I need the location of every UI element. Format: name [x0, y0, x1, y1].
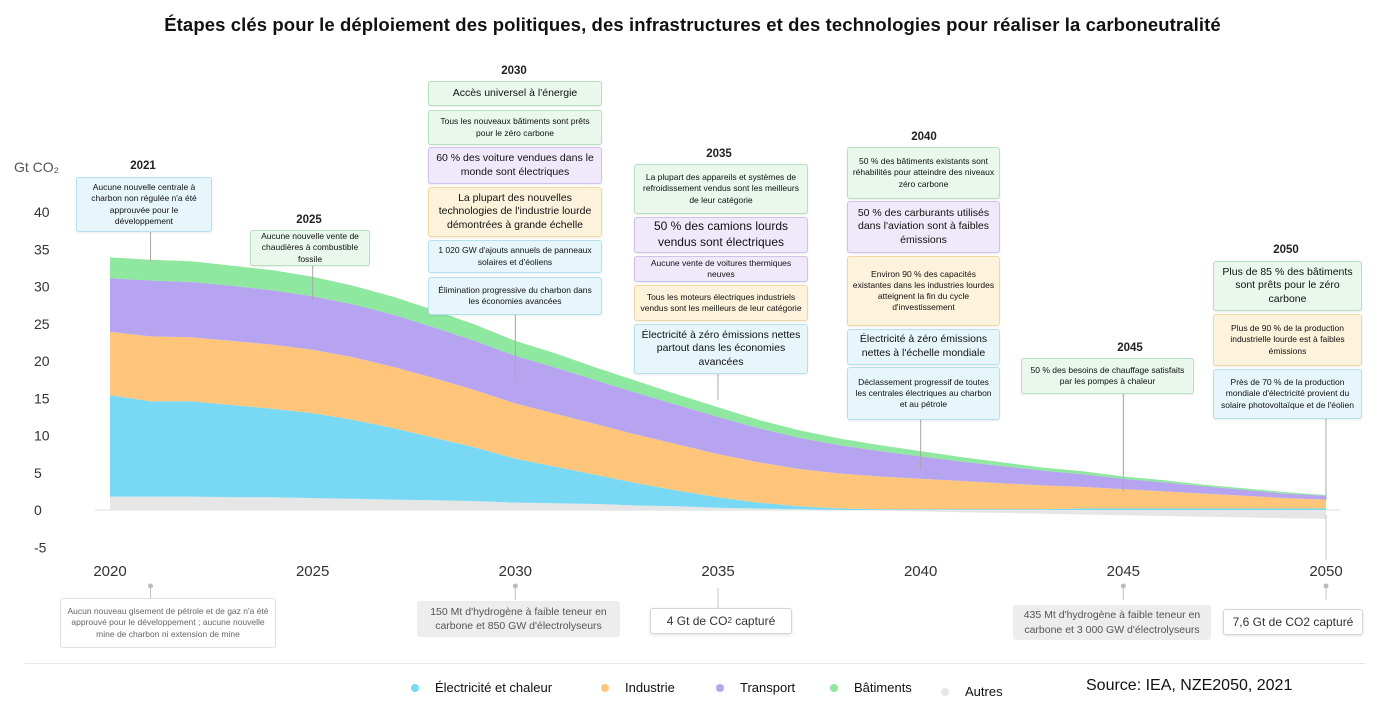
bottom-note-2035-suffix: capturé [731, 613, 776, 628]
bottom-marker-2045 [1120, 583, 1126, 589]
legend-dot-buildings [830, 683, 838, 692]
year-heading-2045: 2045 [1117, 342, 1143, 354]
legend-item-buildings: Bâtiments [830, 680, 912, 695]
milestone-2030-4: La plupart des nouvelles technologies de… [428, 187, 602, 237]
legend-dot-transport [716, 683, 724, 692]
legend-dot-industry [601, 683, 609, 692]
y-tick-label: 40 [34, 204, 50, 220]
year-heading-2021: 2021 [130, 160, 156, 172]
milestone-2035-3: Aucune vente de voitures thermiques neuv… [634, 256, 808, 282]
x-tick-label: 2050 [1309, 563, 1342, 580]
year-heading-2030: 2030 [501, 65, 527, 77]
legend-item-electricity: Électricité et chaleur [411, 680, 552, 695]
bottom-marker-2030 [512, 583, 518, 589]
area-industry [110, 331, 1326, 510]
milestone-2030-6: Élimination progressive du charbon dans … [428, 277, 602, 315]
bottom-note-2035-sub: 2 [727, 615, 732, 625]
area-other [110, 496, 1326, 519]
y-tick-label: 30 [34, 279, 50, 295]
legend-label-buildings: Bâtiments [854, 680, 912, 695]
x-tick-label: 2045 [1107, 563, 1140, 580]
y-tick-label: 0 [34, 502, 42, 518]
milestone-2025-1: Aucune nouvelle vente de chaudières à co… [250, 230, 370, 266]
bottom-note-2035: 4 Gt de CO 2 capturé [650, 608, 792, 634]
y-tick-label: 25 [34, 316, 50, 332]
milestone-2050-2: Plus de 90 % de la production industriel… [1213, 314, 1362, 366]
bottom-note-2035-prefix: 4 Gt de CO [666, 613, 728, 628]
x-tick-label: 2040 [904, 563, 937, 580]
milestone-2030-1: Accès universel à l'énergie [428, 81, 602, 106]
legend-item-other: Autres [941, 684, 1003, 699]
legend-item-transport: Transport [716, 680, 795, 695]
legend-label-other: Autres [965, 684, 1003, 699]
y-axis-label: Gt CO₂ [14, 159, 59, 175]
milestone-2040-4: Électricité à zéro émissions nettes à l'… [847, 329, 1000, 365]
milestone-2040-5: Déclassement progressif de toutes les ce… [847, 367, 1000, 420]
milestone-2030-3: 60 % des voiture vendues dans le monde s… [428, 147, 602, 184]
milestone-2030-2: Tous les nouveaux bâtiments sont prêts p… [428, 110, 602, 145]
milestone-2035-4: Tous les moteurs électriques industriels… [634, 285, 808, 321]
milestone-2021-1: Aucune nouvelle centrale à charbon non r… [76, 177, 212, 232]
bottom-note-2045: 435 Mt d'hydrogène à faible teneur en ca… [1013, 605, 1211, 640]
area-buildings [110, 257, 1326, 496]
bottom-note-2050: 7,6 Gt de CO2 capturé [1223, 609, 1363, 635]
year-heading-2040: 2040 [911, 131, 937, 143]
legend-item-industry: Industrie [601, 680, 675, 695]
year-heading-2035: 2035 [706, 148, 732, 160]
legend-label-transport: Transport [740, 680, 796, 695]
milestone-2045-1: 50 % des besoins de chauffage satisfaits… [1021, 358, 1194, 394]
bottom-note-2021: Aucun nouveau gisement de pétrole et de … [60, 598, 276, 648]
chart-title: Étapes clés pour le déploiement des poli… [164, 14, 1221, 35]
y-tick-label: 35 [34, 241, 50, 257]
x-tick-label: 2030 [499, 563, 532, 580]
bottom-marker-2021 [148, 583, 154, 589]
chart-legend: Électricité et chaleur Industrie Transpo… [405, 680, 1045, 704]
legend-dot-electricity [411, 683, 419, 692]
legend-divider [25, 663, 1365, 664]
milestone-2035-5: Électricité à zéro émissions nettes part… [634, 324, 808, 374]
milestone-2040-2: 50 % des carburants utilisés dans l'avia… [847, 201, 1000, 253]
year-heading-2050: 2050 [1273, 244, 1299, 256]
y-tick-label: 20 [34, 353, 50, 369]
y-tick-label: 10 [34, 428, 50, 444]
y-tick-label: 15 [34, 390, 50, 406]
source-note: Source: IEA, NZE2050, 2021 [1086, 677, 1293, 694]
area-transport [110, 278, 1326, 500]
legend-label-industry: Industrie [625, 680, 675, 695]
milestone-2030-5: 1 020 GW d'ajouts annuels de panneaux so… [428, 240, 602, 273]
milestone-2035-2: 50 % des camions lourds vendus sont élec… [634, 217, 808, 253]
bottom-marker-2050 [1323, 583, 1329, 589]
legend-dot-other [941, 687, 949, 696]
legend-label-electricity: Électricité et chaleur [435, 680, 553, 695]
bottom-note-2030: 150 Mt d'hydrogène à faible teneur en ca… [417, 601, 620, 637]
milestone-2035-1: La plupart des appareils et systèmes de … [634, 164, 808, 214]
y-tick-label: -5 [34, 539, 47, 555]
x-tick-label: 2025 [296, 563, 329, 580]
milestone-2040-1: 50 % des bâtiments existants sont réhabi… [847, 147, 1000, 199]
y-tick-label: 5 [34, 465, 42, 481]
x-tick-label: 2035 [701, 563, 734, 580]
milestone-2050-1: Plus de 85 % des bâtiments sont prêts po… [1213, 261, 1362, 311]
milestone-2040-3: Environ 90 % des capacités existantes da… [847, 256, 1000, 326]
area-electricity [110, 395, 1326, 510]
x-tick-label: 2020 [93, 563, 126, 580]
milestone-2050-3: Près de 70 % de la production mondiale d… [1213, 369, 1362, 419]
year-heading-2025: 2025 [296, 214, 322, 226]
